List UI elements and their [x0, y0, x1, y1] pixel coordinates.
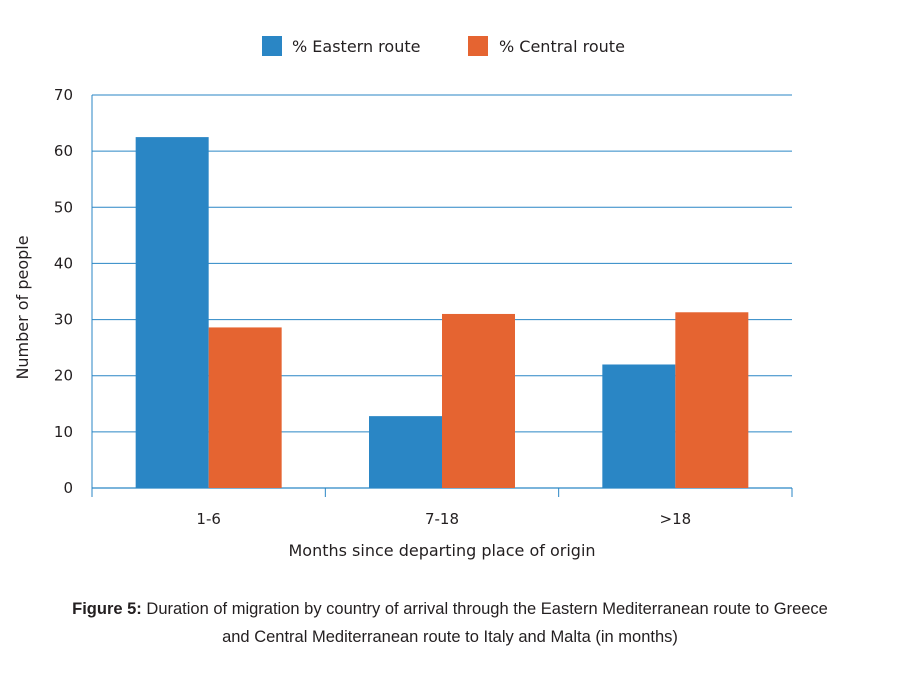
legend-label: % Central route	[499, 37, 625, 56]
x-tick-label: 1-6	[196, 510, 221, 528]
bar-eastern	[602, 364, 676, 488]
bar-central	[442, 313, 515, 488]
y-tick-label: 60	[54, 142, 73, 160]
bar-eastern	[369, 416, 442, 488]
figure-caption: Figure 5: Duration of migration by count…	[60, 595, 840, 651]
x-tick-label: >18	[660, 510, 692, 528]
bar-central	[208, 327, 282, 488]
legend-swatch	[468, 36, 488, 56]
bar-chart: 0 10 20 30 40 50 60 70 1-6 7-18 >18 Months since de…	[13, 36, 793, 560]
y-tick-label: 50	[54, 198, 73, 216]
x-axis-title: Months since departing place of origin	[288, 541, 595, 560]
y-tick-label: 20	[54, 367, 73, 385]
legend-label: % Eastern route	[292, 37, 420, 56]
y-tick-label: 40	[54, 254, 73, 272]
y-axis-title: Number of people	[13, 235, 32, 379]
y-tick-label: 30	[54, 311, 73, 329]
y-tick-label: 70	[54, 86, 73, 104]
caption-label: Figure 5:	[72, 600, 142, 618]
caption-text: Duration of migration by country of arri…	[146, 600, 828, 646]
x-tick-label: 7-18	[425, 510, 459, 528]
bar-central	[675, 312, 749, 488]
legend-swatch	[262, 36, 282, 56]
y-tick-label: 0	[63, 479, 73, 497]
bar-eastern	[135, 137, 209, 488]
y-tick-label: 10	[54, 423, 73, 441]
